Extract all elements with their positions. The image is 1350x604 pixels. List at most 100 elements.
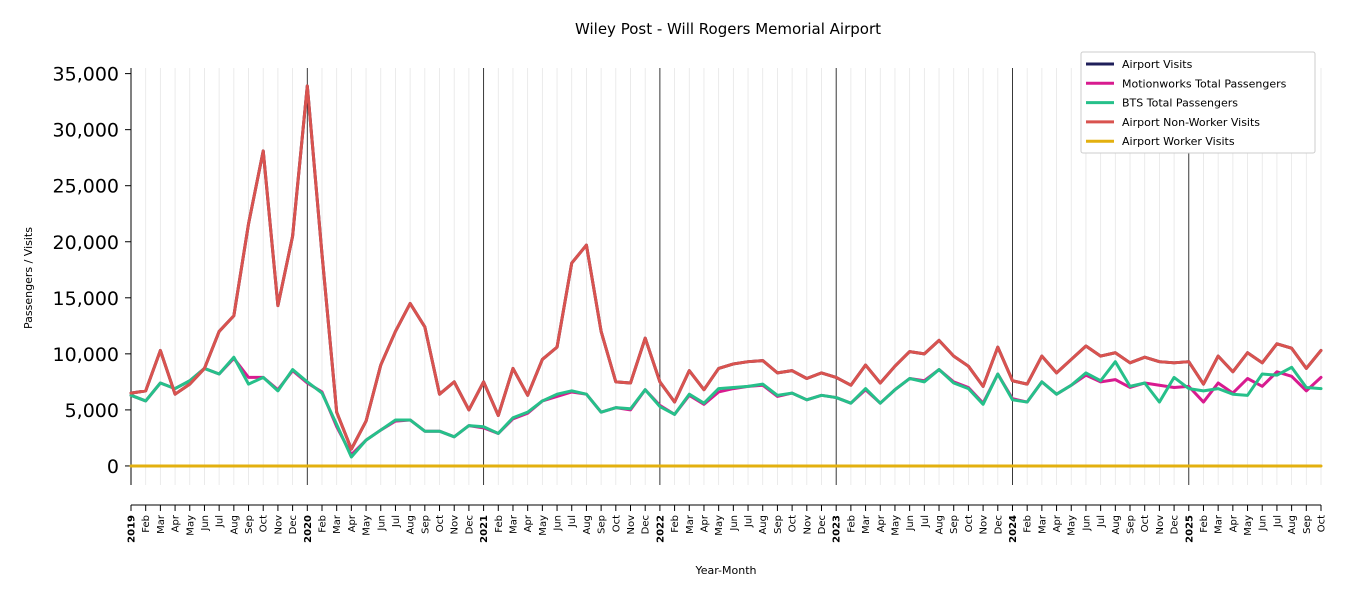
x-tick-label: Feb xyxy=(317,515,328,533)
x-tick-label: Oct xyxy=(964,515,975,532)
y-tick-label: 30,000 xyxy=(53,120,119,142)
legend: Airport Visits Motionworks Total Passenge… xyxy=(1080,51,1316,154)
x-tick-label: Oct xyxy=(259,515,270,532)
x-tick-label: Aug xyxy=(582,515,593,535)
x-tick-label: Mar xyxy=(861,514,872,534)
x-tick-label: May xyxy=(714,515,725,536)
y-tick-label: 5,000 xyxy=(65,400,119,422)
x-tick-label: Dec xyxy=(817,515,828,534)
y-tick-label: 0 xyxy=(107,456,119,478)
legend-label: Airport Visits xyxy=(1122,58,1193,71)
legend-label: Airport Non-Worker Visits xyxy=(1122,116,1260,129)
x-tick-label: Jul xyxy=(1096,515,1107,528)
x-tick-label: Mar xyxy=(1214,514,1225,534)
x-tick-label: Oct xyxy=(788,515,799,532)
x-tick-label: Jul xyxy=(567,515,578,528)
x-tick-label: Jun xyxy=(553,515,564,532)
x-tick-label: Apr xyxy=(876,514,887,532)
x-tick-label: May xyxy=(890,515,901,536)
x-tick-label: Dec xyxy=(993,515,1004,534)
x-tick-label: Feb xyxy=(141,515,152,533)
x-tick-label: Jun xyxy=(1081,515,1092,532)
x-tick-label: Sep xyxy=(949,515,960,534)
series-lines xyxy=(129,84,1323,468)
x-tick-label: Sep xyxy=(773,515,784,534)
x-tick-label: Aug xyxy=(758,515,769,535)
x-tick-label: Jun xyxy=(729,515,740,532)
x-tick-label: Nov xyxy=(626,515,637,535)
y-tick-label: 15,000 xyxy=(53,288,119,310)
y-tick-label: 10,000 xyxy=(53,344,119,366)
x-tick-label: Feb xyxy=(846,515,857,533)
x-tick-label: Jul xyxy=(1272,515,1283,528)
y-axis-label: Passengers / Visits xyxy=(22,227,35,329)
x-tick-label: Mar xyxy=(156,514,167,534)
x-tick-label: Sep xyxy=(244,515,255,534)
legend-box xyxy=(1080,51,1316,154)
x-tick-label: Mar xyxy=(1037,514,1048,534)
x-tick-label: 2024 xyxy=(1008,515,1019,543)
chart-title: Wiley Post - Will Rogers Memorial Airpor… xyxy=(575,20,881,38)
axes: 0 5,000 10,000 15,000 20,000 25,000 30,000 35,0… xyxy=(53,64,1328,543)
x-tick-label: Sep xyxy=(420,515,431,534)
x-tick-label: Mar xyxy=(332,514,343,534)
x-tick-label: Feb xyxy=(670,515,681,533)
series-line xyxy=(129,355,1323,459)
x-tick-label: May xyxy=(185,515,196,536)
x-tick-label: Apr xyxy=(1052,514,1063,532)
x-tick-label: Apr xyxy=(171,514,182,532)
x-tick-label: Jun xyxy=(376,515,387,532)
x-tick-label: Mar xyxy=(685,514,696,534)
x-tick-label: Dec xyxy=(1170,515,1181,534)
legend-label: BTS Total Passengers xyxy=(1122,97,1238,110)
x-tick-label: Dec xyxy=(464,515,475,534)
x-tick-label: 2023 xyxy=(832,515,843,543)
x-tick-label: Apr xyxy=(699,514,710,532)
series-line xyxy=(129,356,1323,457)
x-tick-label: Jun xyxy=(905,515,916,532)
x-tick-label: 2019 xyxy=(127,515,138,543)
legend-label: Airport Worker Visits xyxy=(1122,135,1235,148)
x-tick-label: Oct xyxy=(611,515,622,532)
x-tick-label: Nov xyxy=(273,515,284,535)
x-tick-label: 2020 xyxy=(303,515,314,543)
x-tick-label: Dec xyxy=(641,515,652,534)
x-tick-label: Mar xyxy=(508,514,519,534)
x-tick-label: Nov xyxy=(979,515,990,535)
x-tick-label: Aug xyxy=(1287,515,1298,535)
x-tick-label: Jun xyxy=(1258,515,1269,532)
x-tick-label: Aug xyxy=(229,515,240,535)
x-tick-label: Aug xyxy=(1111,515,1122,535)
x-tick-label: Feb xyxy=(494,515,505,533)
x-tick-label: Nov xyxy=(1155,515,1166,535)
x-tick-label: Nov xyxy=(802,515,813,535)
x-tick-label: Oct xyxy=(1317,515,1328,532)
series-line xyxy=(129,84,1323,451)
x-tick-label: Apr xyxy=(347,514,358,532)
x-tick-label: Sep xyxy=(597,515,608,534)
x-tick-label: Jul xyxy=(391,515,402,528)
y-tick-label: 35,000 xyxy=(53,64,119,86)
y-tick-label: 20,000 xyxy=(53,232,119,254)
x-tick-label: Dec xyxy=(288,515,299,534)
x-tick-label: Sep xyxy=(1126,515,1137,534)
x-tick-label: Oct xyxy=(1140,515,1151,532)
x-tick-label: Aug xyxy=(406,515,417,535)
x-tick-label: May xyxy=(362,515,373,536)
x-tick-label: Apr xyxy=(1228,514,1239,532)
x-tick-label: 2022 xyxy=(655,515,666,543)
x-tick-label: May xyxy=(538,515,549,536)
x-tick-label: Jul xyxy=(215,515,226,528)
x-tick-label: Jul xyxy=(920,515,931,528)
x-tick-label: Aug xyxy=(935,515,946,535)
x-tick-label: 2025 xyxy=(1184,515,1195,543)
x-tick-label: Apr xyxy=(523,514,534,532)
x-tick-label: Jul xyxy=(744,515,755,528)
legend-label: Motionworks Total Passengers xyxy=(1122,77,1287,90)
x-axis-label: Year-Month xyxy=(694,564,756,577)
x-tick-label: Nov xyxy=(450,515,461,535)
x-tick-label: Feb xyxy=(1023,515,1034,533)
x-tick-label: May xyxy=(1067,515,1078,536)
